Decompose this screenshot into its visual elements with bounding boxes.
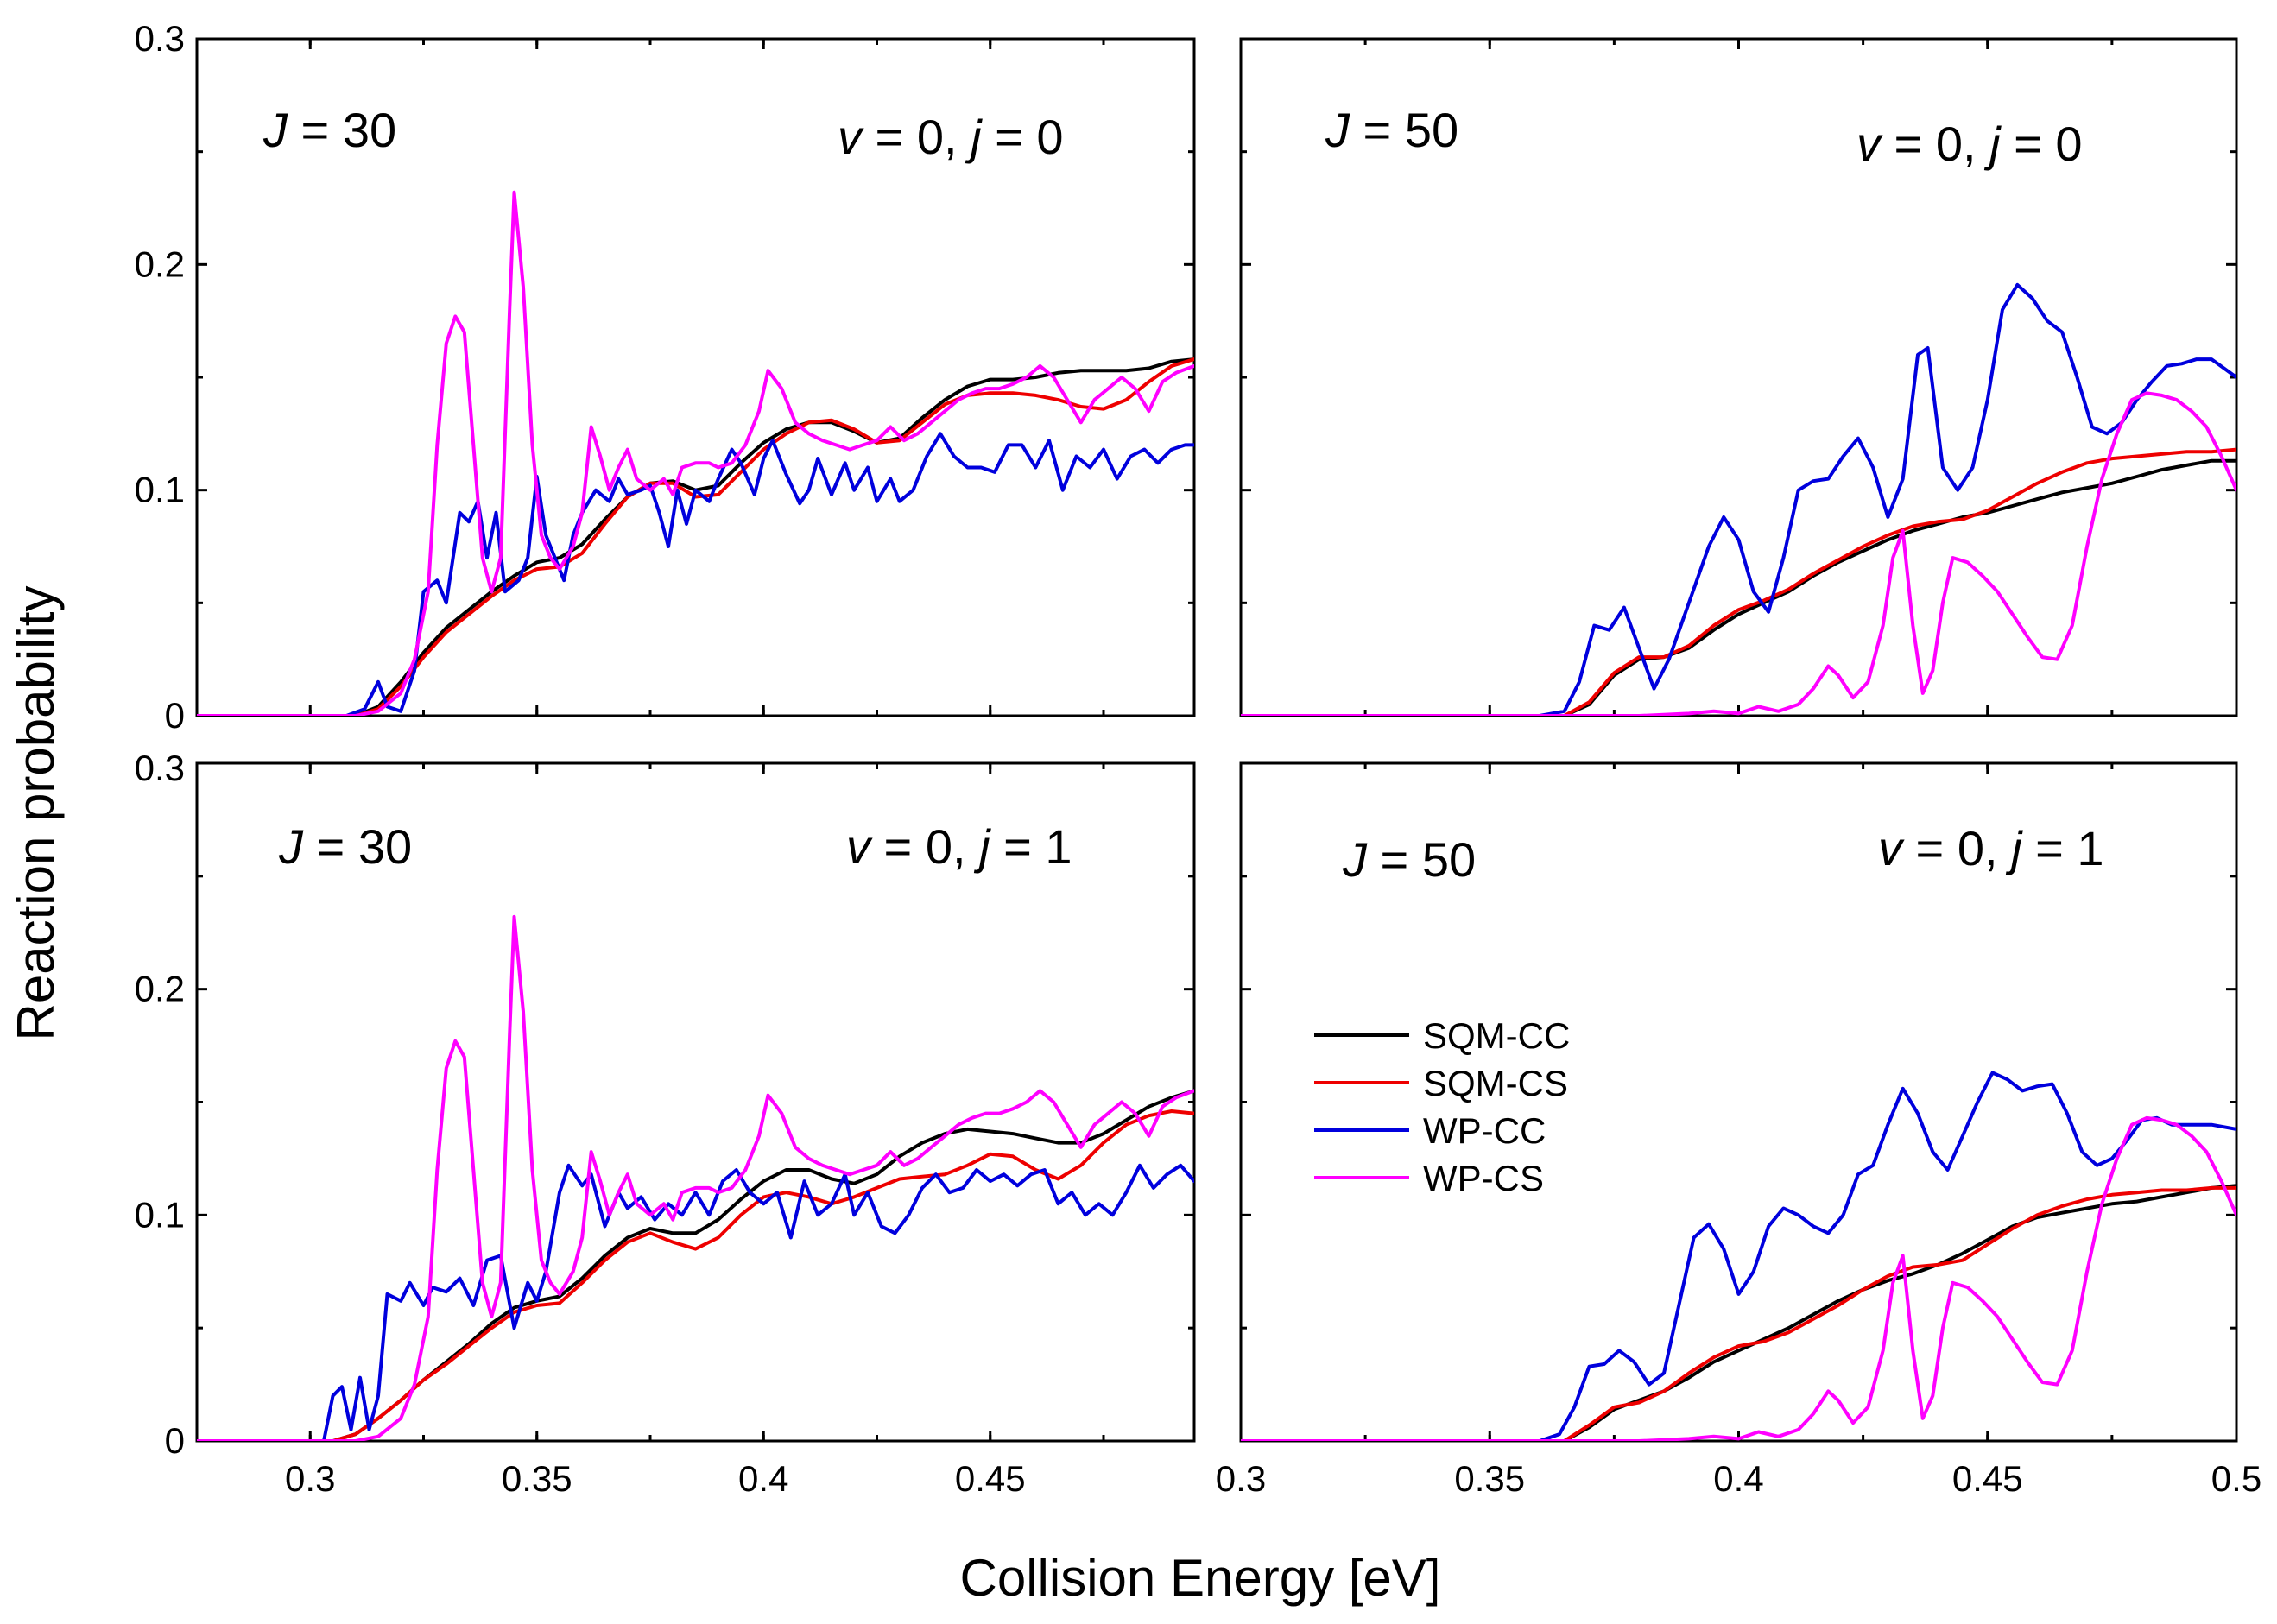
x-tick-label: 0.45 [1952,1458,2023,1499]
panel-state-label: v = 0, j = 0 [1856,117,2083,171]
legend-label-sqm-cs: SQM-CS [1423,1063,1568,1103]
series-line-wp-cs [1241,1115,2236,1441]
x-tick-label: 0.5 [2211,1458,2261,1499]
y-axis-title: Reaction probability [7,586,65,1041]
x-tick-label: 0.4 [1713,1458,1763,1499]
series-line-sqm-cc [197,1089,1194,1441]
panel-bottom-left: 0 0.1 0.2 0.3 0.3 0.35 0.4 0.45 J = 30 v = 0, j =… [135,748,1196,1499]
series-line-wp-cc [1241,282,2236,716]
panel-state-label: v = 0, j = 1 [1878,821,2104,875]
y-tick-label: 0 [165,695,185,736]
series-line-sqm-cs [197,1109,1194,1441]
x-tick-label: 0.3 [285,1458,335,1499]
series-group [1241,282,2236,716]
legend-label-wp-cs: WP-CS [1423,1158,1544,1198]
legend: SQM-CC SQM-CS WP-CC WP-CS [1314,1015,1570,1198]
x-tick-label: 0.35 [502,1458,572,1499]
panel-J-label: J = 50 [1342,832,1476,887]
y-tick-label: 0 [165,1420,185,1461]
series-line-sqm-cs [1241,447,2236,716]
series-group [197,190,1194,716]
panel-state-label: v = 0, j = 1 [846,819,1072,874]
panel-state-label: v = 0, j = 0 [838,110,1064,164]
panel-top-right: J = 50 v = 0, j = 0 [1239,37,2238,717]
y-tick-label: 0.3 [135,18,185,59]
y-tick-label: 0.2 [135,243,185,284]
legend-label-wp-cc: WP-CC [1423,1110,1546,1151]
panel-J-label: J = 50 [1325,103,1458,157]
series-line-wp-cs [1241,391,2236,716]
series-line-wp-cs [197,190,1194,716]
panel-J-label: J = 30 [278,819,412,874]
series-group [197,914,1194,1441]
y-tick-label: 0.2 [135,969,185,1009]
legend-label-sqm-cc: SQM-CC [1423,1015,1570,1056]
panel-bottom-right: 0.3 0.35 0.4 0.45 0.5 J = 50 v = 0, j = 1 [1216,761,2261,1499]
x-tick-label: 0.4 [738,1458,788,1499]
y-tick-label: 0.1 [135,1194,185,1235]
series-line-sqm-cc [1241,1184,2236,1441]
series-line-sqm-cc [197,357,1194,716]
series-line-wp-cc [197,432,1194,716]
series-line-sqm-cc [1241,458,2236,716]
panel-J-label: J = 30 [262,103,396,157]
x-tick-label: 0.3 [1216,1458,1266,1499]
panel-top-left: 0 0.1 0.2 0.3 J = 30 v = 0, j = 0 [135,18,1196,736]
series-line-wp-cc [197,1163,1194,1441]
y-tick-label: 0.1 [135,470,185,510]
series-line-wp-cc [1241,1071,2236,1441]
series-line-sqm-cs [197,357,1194,716]
series-group [1241,1071,2236,1441]
x-tick-label: 0.45 [955,1458,1026,1499]
series-line-wp-cs [197,914,1194,1441]
x-axis-title: Collision Energy [eV] [960,1549,1441,1607]
series-line-sqm-cs [1241,1185,2236,1441]
panels: 0 0.1 0.2 0.3 J = 30 v = 0, j = 0 J = 50 v = 0,… [135,18,2262,1499]
y-tick-label: 0.3 [135,748,185,788]
x-tick-label: 0.35 [1454,1458,1525,1499]
